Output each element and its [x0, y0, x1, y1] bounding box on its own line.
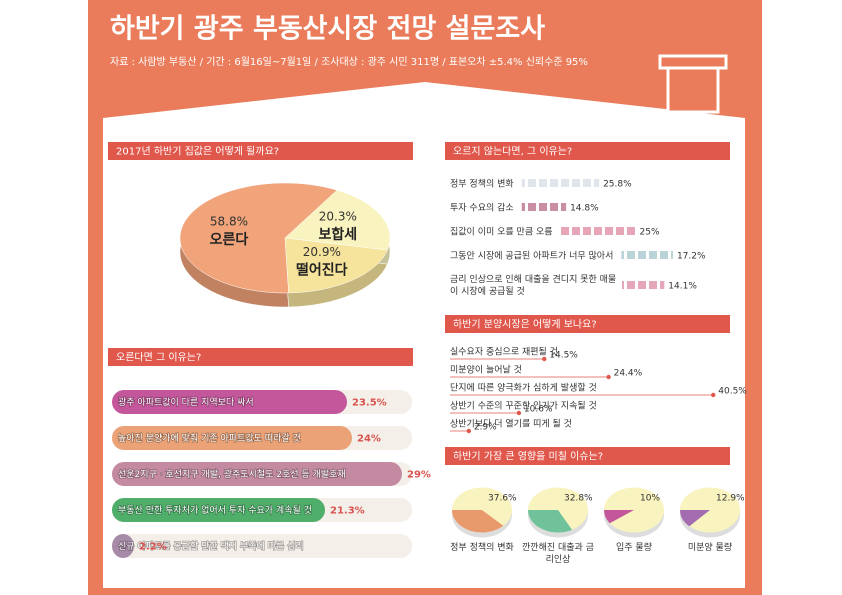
pie-slice	[680, 510, 710, 527]
value-label: 23.5%	[352, 398, 387, 409]
bar-label: 높아진 분양가에 맞춰 기존 아파트값도 따라갈 것	[118, 432, 301, 444]
source: 자료 : 사람방 부동산 / 기간 : 6월16일~7월1일 / 조사대상 : …	[110, 55, 588, 68]
value-label: 2.9%	[474, 423, 497, 433]
category-label: 입주 물량	[616, 543, 652, 553]
bar	[112, 426, 352, 450]
bar	[112, 390, 347, 414]
bar-label: 광주 아파트값이 다른 지역보다 싸서	[118, 396, 254, 408]
dot	[606, 374, 611, 380]
section-title: 2017년 하반기 집값은 어떻게 될까요?	[116, 145, 279, 158]
value-label: 29%	[407, 470, 431, 481]
pie-slice	[179, 182, 338, 294]
dot	[542, 356, 547, 362]
dot	[711, 392, 716, 398]
value-label: 2.2%	[139, 542, 167, 553]
dot	[516, 410, 522, 416]
value-label: 40.5%	[718, 387, 747, 397]
section-header	[108, 348, 413, 366]
bar-label: 그동안 시장에 공급된 아파트가 너무 많아서	[450, 250, 613, 262]
bar-label: 투자 수요의 감소	[450, 202, 514, 214]
bar-label: 집값이 이미 오를 만큼 오름	[450, 226, 553, 238]
section-title: 하반기 가장 큰 영향을 미칠 이슈는?	[453, 450, 603, 463]
label-box: 입주 물량	[616, 543, 652, 553]
value-label: 12.9%	[716, 494, 745, 504]
bar-track	[112, 534, 412, 558]
label-box: 정부 정책의 변화	[450, 543, 514, 553]
pie-slice	[528, 510, 573, 533]
category-label: 보합세	[319, 226, 358, 243]
bar	[560, 227, 636, 236]
category-label: 단지에 따른 양극화가 심하게 발생할 것	[450, 383, 597, 394]
category-label: 실수요자 중심으로 재편될 것	[450, 346, 558, 358]
value-label: 17.2%	[677, 252, 706, 262]
value-label: 25.8%	[603, 180, 632, 190]
bar-label: 신규 아파트를 공급할 만한 택지 부족에 따른 심리	[118, 541, 304, 552]
pie-slice	[452, 510, 504, 533]
section-header	[108, 142, 413, 160]
category-label: 떨어진다	[296, 261, 348, 278]
dot	[466, 428, 472, 434]
section-header	[445, 315, 730, 333]
value-label: 14.5%	[549, 351, 578, 361]
value-label: 37.6%	[488, 494, 517, 504]
bar	[521, 179, 600, 188]
pie-slice	[604, 510, 634, 524]
pie-slice	[284, 189, 391, 251]
category-label: 정부 정책의 변화	[450, 543, 514, 553]
pie-slice	[284, 237, 388, 294]
value-label: 20.9%	[303, 245, 341, 259]
value-label: 10.6%	[524, 405, 553, 415]
value-label: 25%	[640, 228, 660, 238]
value-label: 14.1%	[668, 282, 697, 292]
label-box: 미분양 물량	[687, 543, 733, 553]
value-label: 20.3%	[319, 209, 357, 223]
value-label: 14.8%	[570, 204, 599, 214]
bar	[621, 251, 673, 260]
category-label: 미분양이 늘어날 것	[450, 365, 522, 376]
bar-label: 부동산 만한 투자처가 없어서 투자 수요가 계속될 것	[118, 504, 312, 516]
category-label: 미분양 물량	[687, 543, 733, 553]
bar	[112, 498, 325, 522]
category-label: 상반기보다 더 열기를 띠게 될 것	[450, 419, 572, 430]
bar	[112, 462, 402, 486]
section-title: 오른다면 그 이유는?	[116, 352, 201, 364]
category-label: 상반기 수준의 꾸준한 인기가 지속될 것	[450, 401, 597, 412]
section-header	[445, 447, 730, 465]
bar-label: 금리 인상으로 인해 대출을 견디지 못한 매물이 시장에 공급될 것	[450, 275, 617, 297]
bar-label: 선운2지구 · 호선지구 개발, 광주도시철도 2호선 등 개발호재	[118, 468, 346, 480]
label-box: 금리 인상으로 인해 대출을 견디지 못한 매물이 시장에 공급될 것	[450, 275, 617, 297]
section-header	[445, 142, 730, 160]
value-label: 24%	[357, 434, 381, 445]
category-label: 깐깐해진 대출과 금리인상	[522, 543, 594, 565]
section-title: 오르지 않는다면, 그 이유는?	[453, 146, 572, 158]
bar	[521, 203, 567, 212]
bar	[622, 281, 665, 290]
title: 하반기 광주 부동산시장 전망 설문조사	[110, 14, 545, 45]
bar-label: 정부 정책의 변화	[450, 178, 514, 190]
bar	[112, 534, 134, 558]
value-label: 58.8%	[210, 214, 248, 228]
value-label: 24.4%	[614, 369, 643, 379]
value-label: 32.8%	[564, 494, 593, 504]
value-label: 21.3%	[330, 506, 365, 517]
category-label: 오른다	[210, 232, 249, 248]
label-box: 깐깐해진 대출과 금리인상	[522, 543, 594, 565]
chimney-cap	[658, 54, 728, 70]
value-label: 10%	[640, 494, 660, 504]
section-title: 하반기 분양시장은 어떻게 보나요?	[453, 318, 597, 331]
